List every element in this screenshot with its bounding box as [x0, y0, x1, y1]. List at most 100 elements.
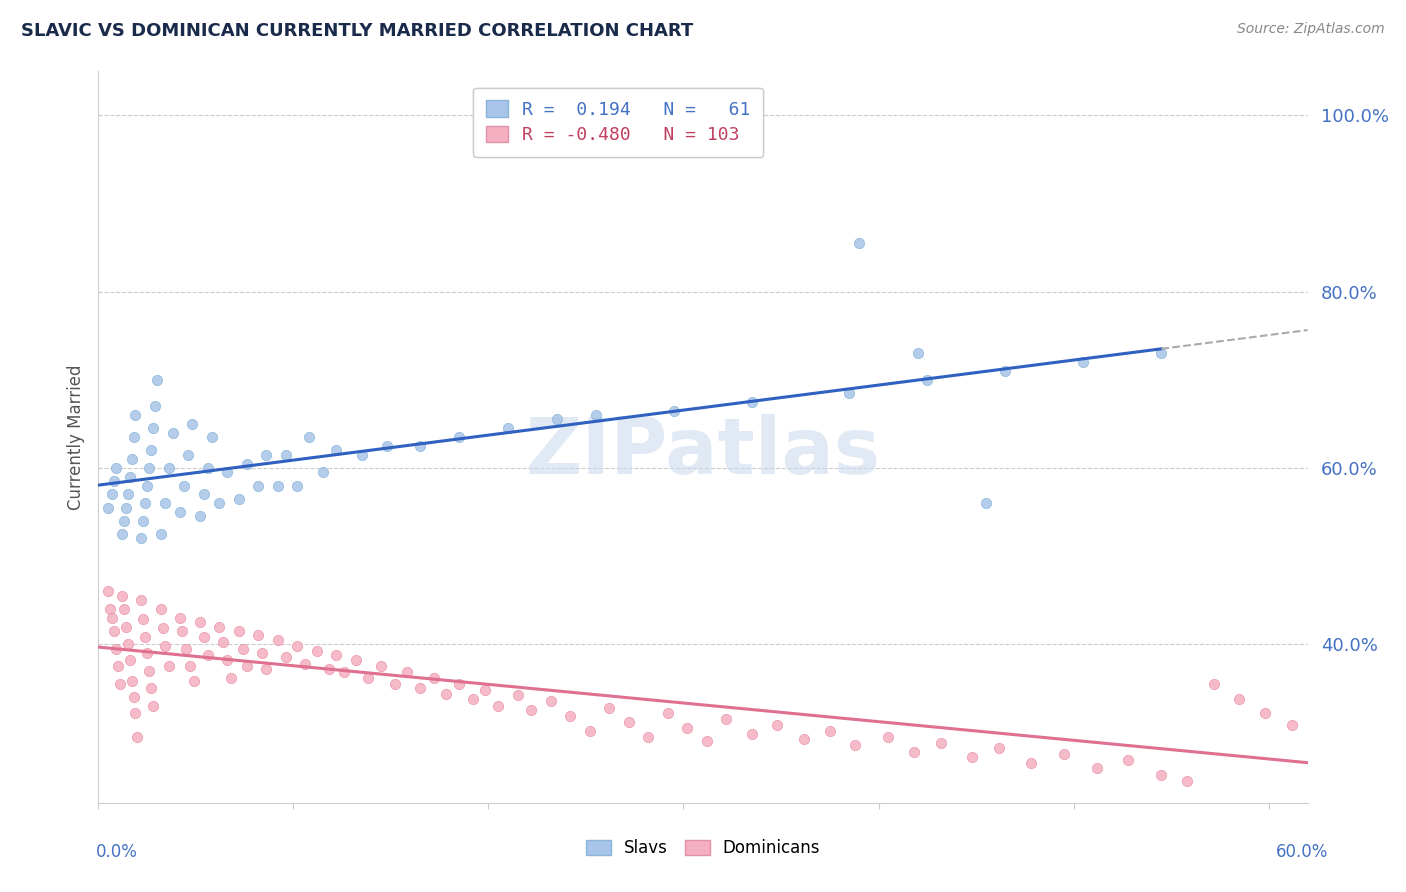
Point — [228, 624, 250, 638]
Point — [1253, 706, 1275, 720]
Point — [696, 734, 718, 748]
Point — [200, 430, 222, 444]
Point — [136, 646, 159, 660]
Point — [97, 584, 120, 599]
Point — [104, 461, 127, 475]
Point — [384, 677, 406, 691]
Point — [1227, 691, 1250, 706]
Point — [121, 674, 143, 689]
Point — [274, 448, 297, 462]
Point — [294, 657, 316, 671]
Point — [193, 630, 215, 644]
Point — [153, 639, 176, 653]
Point — [844, 738, 866, 752]
Point — [173, 478, 195, 492]
Point — [212, 635, 235, 649]
Point — [929, 736, 952, 750]
Point — [219, 671, 242, 685]
Point — [235, 457, 257, 471]
Point — [318, 662, 340, 676]
Point — [235, 659, 257, 673]
Point — [409, 439, 432, 453]
Point — [157, 461, 180, 475]
Point — [232, 641, 254, 656]
Point — [197, 461, 219, 475]
Y-axis label: Currently Married: Currently Married — [66, 364, 84, 510]
Point — [138, 664, 160, 678]
Point — [1175, 773, 1198, 788]
Point — [325, 443, 347, 458]
Point — [598, 700, 620, 714]
Point — [333, 665, 356, 680]
Point — [193, 487, 215, 501]
Point — [267, 478, 290, 492]
Point — [142, 421, 165, 435]
Point — [104, 641, 127, 656]
Point — [848, 236, 870, 251]
Point — [917, 373, 939, 387]
Point — [134, 630, 156, 644]
Point — [409, 681, 432, 696]
Point — [169, 611, 191, 625]
Point — [169, 505, 191, 519]
Point — [520, 703, 543, 717]
Point — [132, 613, 155, 627]
Point — [994, 364, 1017, 378]
Point — [122, 430, 145, 444]
Point — [546, 412, 568, 426]
Point — [274, 650, 297, 665]
Point — [1019, 756, 1042, 771]
Point — [181, 417, 204, 431]
Point — [177, 448, 200, 462]
Point — [1071, 355, 1094, 369]
Point — [285, 639, 308, 653]
Point — [741, 727, 763, 741]
Point — [676, 721, 699, 735]
Point — [370, 659, 392, 673]
Point — [228, 491, 250, 506]
Point — [98, 602, 121, 616]
Point — [157, 659, 180, 673]
Point — [434, 686, 457, 700]
Point — [1398, 764, 1406, 779]
Point — [208, 619, 231, 633]
Point — [1202, 677, 1225, 691]
Point — [208, 496, 231, 510]
Text: 0.0%: 0.0% — [96, 843, 138, 861]
Point — [142, 698, 165, 713]
Text: Source: ZipAtlas.com: Source: ZipAtlas.com — [1237, 22, 1385, 37]
Point — [974, 496, 997, 510]
Point — [486, 698, 509, 713]
Legend: R =  0.194   N =   61, R = -0.480   N = 103: R = 0.194 N = 61, R = -0.480 N = 103 — [474, 87, 763, 157]
Point — [395, 665, 418, 680]
Point — [305, 644, 328, 658]
Point — [114, 619, 136, 633]
Point — [877, 730, 900, 744]
Point — [118, 653, 141, 667]
Point — [496, 421, 519, 435]
Point — [146, 373, 169, 387]
Point — [97, 500, 120, 515]
Point — [344, 653, 367, 667]
Point — [101, 487, 124, 501]
Point — [112, 514, 135, 528]
Point — [121, 452, 143, 467]
Point — [449, 677, 471, 691]
Point — [560, 709, 582, 723]
Point — [247, 628, 270, 642]
Point — [254, 448, 277, 462]
Point — [1281, 718, 1303, 732]
Point — [285, 478, 308, 492]
Point — [103, 474, 125, 488]
Point — [461, 691, 484, 706]
Point — [103, 624, 125, 638]
Point — [131, 532, 153, 546]
Point — [149, 602, 172, 616]
Point — [118, 469, 141, 483]
Point — [143, 399, 166, 413]
Point — [124, 408, 146, 422]
Point — [111, 527, 134, 541]
Point — [122, 690, 145, 704]
Point — [254, 662, 277, 676]
Text: ZIPatlas: ZIPatlas — [526, 414, 880, 490]
